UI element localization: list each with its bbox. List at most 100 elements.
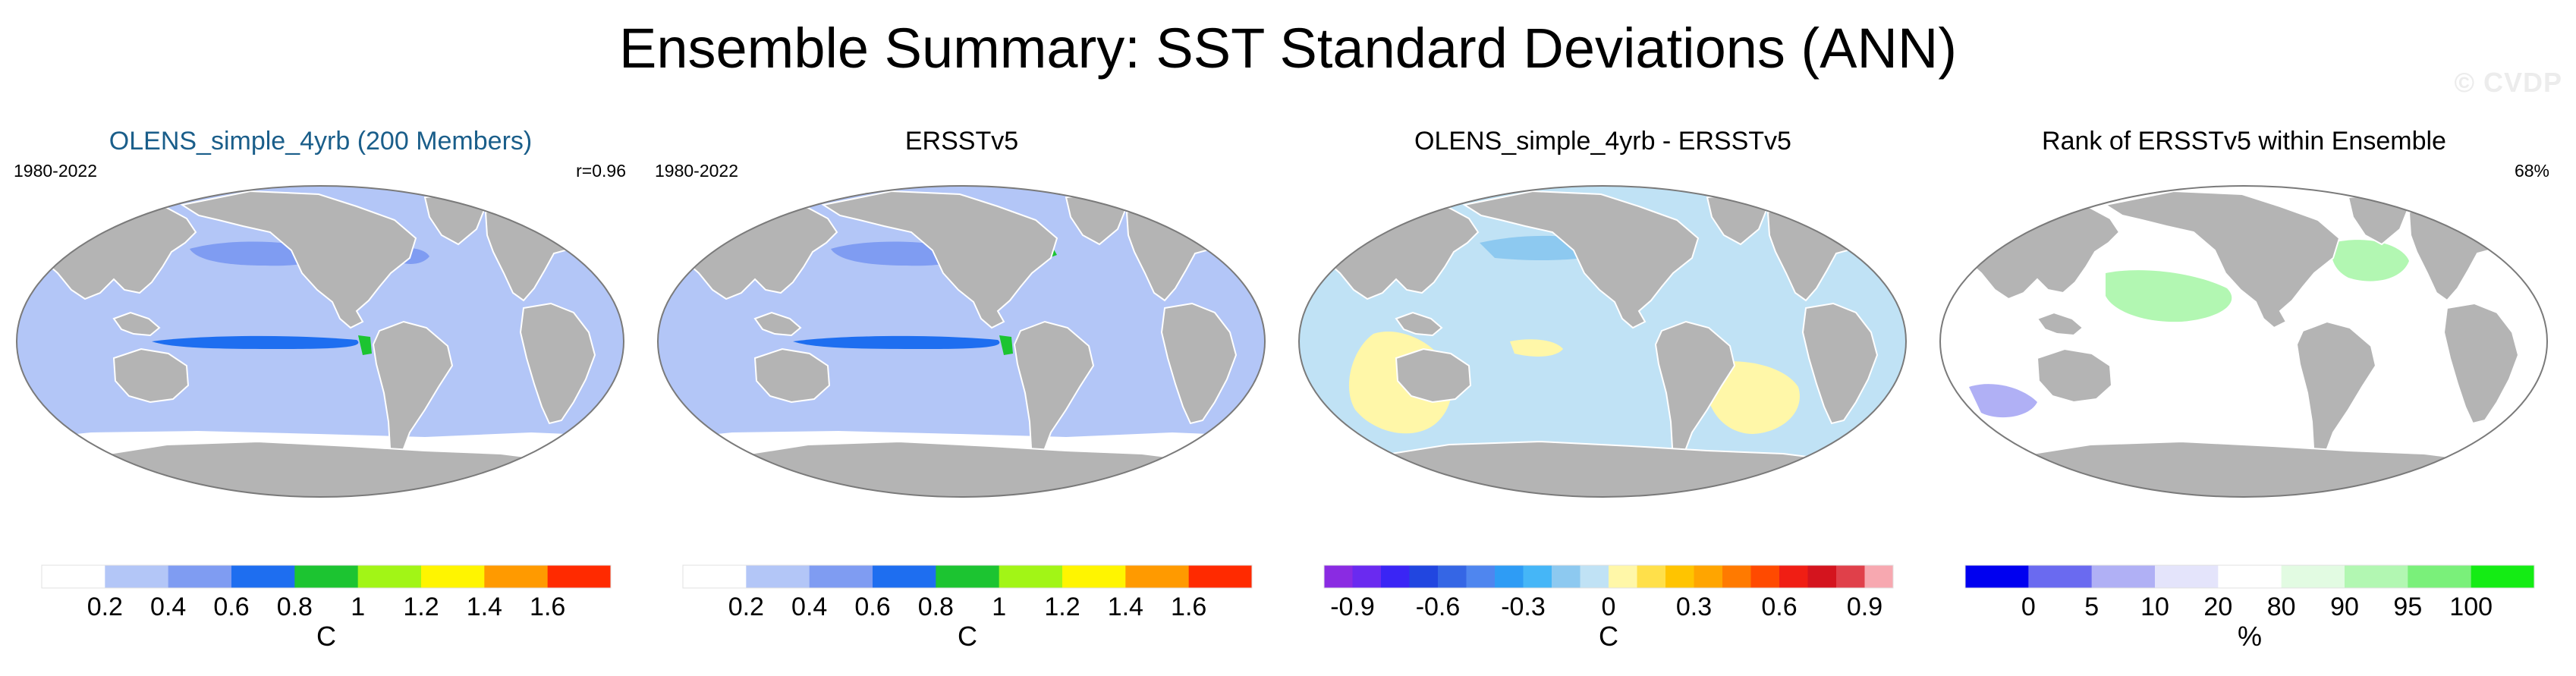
colorbar-swatch <box>873 565 936 588</box>
cold-tongue-region <box>152 335 359 349</box>
north-america-land <box>1462 190 1700 329</box>
stat-label: 68% <box>2514 161 2549 181</box>
colorbar-tick-label: 0.4 <box>791 593 827 621</box>
colorbar-tick-label: 100 <box>2449 593 2493 621</box>
colorbar-swatch <box>1864 565 1894 588</box>
southern-ocean-region <box>1969 384 2037 418</box>
panel-ensemble-mean: OLENS_simple_4yrb (200 Members) 1980-202… <box>0 114 641 675</box>
colorbar-tick-label: 1.6 <box>530 593 565 621</box>
colorbar-swatch <box>809 565 873 588</box>
colorbar-swatch <box>1324 565 1353 588</box>
north-atlantic-region <box>2331 240 2409 281</box>
australia-land <box>1395 347 1472 404</box>
colorbar-swatch <box>421 565 485 588</box>
colorbar-tick-label: 0.6 <box>213 593 249 621</box>
colorbar-tick-label: 1 <box>992 593 1006 621</box>
colorbar-swatch <box>2218 565 2282 588</box>
colorbar-tick-label: 1.6 <box>1171 593 1206 621</box>
colorbar-swatch <box>1552 565 1581 588</box>
colorbar-swatch <box>1381 565 1410 588</box>
colorbar-unit: C <box>316 621 336 652</box>
panel-title: OLENS_simple_4yrb - ERSSTv5 <box>1414 127 1791 156</box>
colorbar-tick-label: 0.2 <box>87 593 123 621</box>
colorbar-swatch <box>1637 565 1666 588</box>
colorbar-swatch <box>1779 565 1808 588</box>
colorbar-swatch <box>42 565 105 588</box>
australia-land <box>753 347 831 404</box>
peru-coast-region <box>999 335 1013 355</box>
colorbar-swatch <box>1409 565 1439 588</box>
kuroshio-region <box>705 229 726 244</box>
colorbar-swatch <box>1438 565 1467 588</box>
central-pacific-region <box>2106 270 2232 322</box>
colorbar-tick-label: 95 <box>2393 593 2422 621</box>
colorbar-frame <box>1323 564 1894 589</box>
colorbar-tick-label: 1.4 <box>467 593 502 621</box>
colorbar-swatch <box>231 565 295 588</box>
colorbar-swatch <box>547 565 612 588</box>
colorbar-swatch <box>999 565 1063 588</box>
colorbar-swatch <box>2281 565 2345 588</box>
colorbar-swatch <box>936 565 1000 588</box>
colorbar-swatch <box>2091 565 2156 588</box>
colorbar-swatch <box>746 565 810 588</box>
africa-land <box>519 302 596 425</box>
south-america-land <box>372 320 454 468</box>
cold-tongue-region <box>793 335 1000 349</box>
colorbar-tick-label: 0.9 <box>1847 593 1882 621</box>
south-america-land <box>1013 320 1095 468</box>
period-label: 1980-2022 <box>655 161 738 181</box>
colorbar-tick-label: 0.6 <box>854 593 890 621</box>
map-outline <box>1298 185 1907 498</box>
colorbar-swatch <box>1580 565 1609 588</box>
colorbar-swatch <box>1694 565 1723 588</box>
colorbar-swatch <box>1062 565 1126 588</box>
colorbar-tick-label: 90 <box>2330 593 2359 621</box>
colorbar-swatch <box>1495 565 1524 588</box>
colorbar-tick-label: 0.8 <box>918 593 954 621</box>
colorbar-tick-label: -0.6 <box>1416 593 1461 621</box>
colorbar-tick-label: 5 <box>2084 593 2099 621</box>
map-outline <box>1939 185 2548 498</box>
colorbar-swatch <box>1188 565 1253 588</box>
north-america-land <box>180 190 417 329</box>
colorbar-swatch <box>1965 565 2029 588</box>
panel-difference: OLENS_simple_4yrb - ERSSTv5 -0.9 -0.6 -0.3… <box>1282 114 1923 675</box>
panel-title: Rank of ERSSTv5 within Ensemble <box>2042 127 2446 156</box>
colorbar-swatch <box>105 565 169 588</box>
south-america-land <box>2295 320 2377 468</box>
panel-title: ERSSTv5 <box>904 127 1019 156</box>
colorbar-swatch <box>1836 565 1865 588</box>
colorbar-swatch <box>2408 565 2472 588</box>
map-outline <box>16 185 624 498</box>
panel-title: OLENS_simple_4yrb (200 Members) <box>109 127 533 156</box>
colorbar-tick-label: 80 <box>2267 593 2296 621</box>
figure-title: Ensemble Summary: SST Standard Deviation… <box>619 17 1957 80</box>
colorbar-swatch <box>2471 565 2535 588</box>
colorbar-swatch <box>1722 565 1751 588</box>
africa-land <box>1160 302 1238 425</box>
colorbar-tick-label: 1.2 <box>1044 593 1080 621</box>
colorbar-swatch <box>1523 565 1552 588</box>
map <box>16 185 624 498</box>
maritime-continent-land <box>1395 311 1443 337</box>
colorbar-tick-label: 0.2 <box>728 593 764 621</box>
colorbar-tick-label: 1 <box>351 593 365 621</box>
panel-observations: ERSSTv5 1980-2022 0.2 0.4 0.6 0.8 1 1.2 1.4 1.6… <box>641 114 1282 675</box>
map-outline <box>657 185 1266 498</box>
maritime-continent-land <box>112 311 161 337</box>
colorbar-tick-label: 0.4 <box>150 593 186 621</box>
colorbar-swatch <box>1750 565 1780 588</box>
colorbar-swatch <box>2028 565 2093 588</box>
colorbar-swatch <box>1665 565 1694 588</box>
colorbar-swatch <box>2345 565 2408 588</box>
colorbar-tick-label: 1.2 <box>403 593 439 621</box>
colorbar-tick-label: 0.6 <box>1761 593 1797 621</box>
colorbar-tick-label: 0.8 <box>277 593 313 621</box>
colorbar-swatch <box>1807 565 1837 588</box>
colorbar-swatch <box>357 565 422 588</box>
colorbar-frame <box>1964 564 2535 589</box>
colorbar-tick-label: 0.3 <box>1676 593 1712 621</box>
colorbar-tick-label: 0 <box>1602 593 1616 621</box>
colorbar-tick-label: 10 <box>2140 593 2169 621</box>
